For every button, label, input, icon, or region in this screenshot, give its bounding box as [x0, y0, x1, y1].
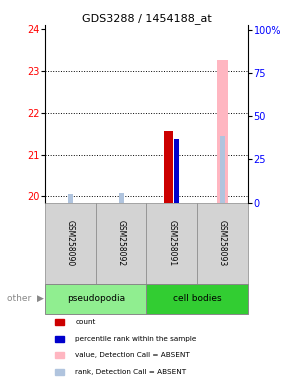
Bar: [119, 193, 124, 202]
FancyBboxPatch shape: [197, 203, 248, 284]
Bar: [164, 131, 173, 202]
FancyBboxPatch shape: [45, 284, 146, 314]
FancyBboxPatch shape: [146, 284, 248, 314]
Bar: [217, 61, 228, 202]
Text: GSM258092: GSM258092: [117, 220, 126, 266]
Bar: [174, 139, 179, 202]
Bar: [55, 319, 64, 325]
Text: percentile rank within the sample: percentile rank within the sample: [75, 336, 197, 341]
Text: pseudopodia: pseudopodia: [67, 294, 125, 303]
FancyBboxPatch shape: [146, 203, 197, 284]
Bar: [55, 336, 64, 341]
Title: GDS3288 / 1454188_at: GDS3288 / 1454188_at: [81, 13, 211, 24]
Text: rank, Detection Call = ABSENT: rank, Detection Call = ABSENT: [75, 369, 186, 375]
Bar: [55, 352, 64, 358]
Bar: [68, 194, 73, 202]
Text: other  ▶: other ▶: [7, 294, 44, 303]
Text: value, Detection Call = ABSENT: value, Detection Call = ABSENT: [75, 352, 190, 358]
Text: GSM258091: GSM258091: [167, 220, 176, 266]
Text: GSM258093: GSM258093: [218, 220, 227, 266]
FancyBboxPatch shape: [96, 203, 146, 284]
Bar: [220, 136, 225, 202]
Bar: [55, 369, 64, 375]
FancyBboxPatch shape: [45, 203, 96, 284]
Text: GSM258090: GSM258090: [66, 220, 75, 266]
Text: count: count: [75, 319, 96, 325]
Text: cell bodies: cell bodies: [173, 294, 222, 303]
